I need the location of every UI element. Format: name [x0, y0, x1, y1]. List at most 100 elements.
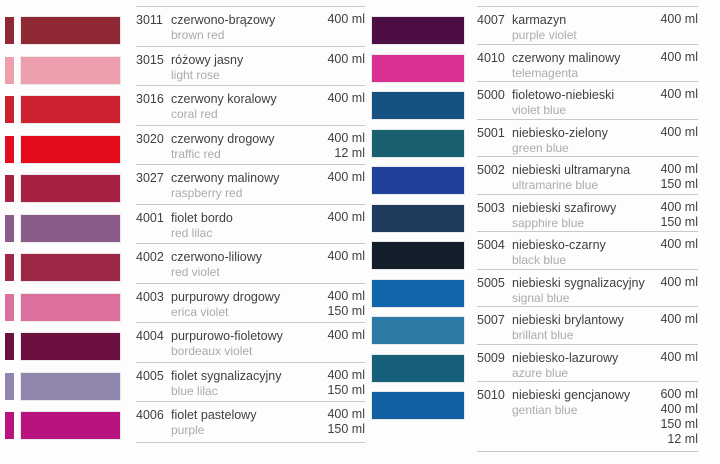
- color-swatch: [372, 354, 464, 382]
- color-row-text: 5005 niebieski sygnalizacyjny signal blue…: [477, 268, 698, 306]
- color-spine-swatch: [5, 214, 14, 242]
- color-name-pl: karmazyn: [512, 13, 567, 27]
- color-spine-swatch: [5, 372, 14, 400]
- color-name-pl: purpurowo-fioletowy: [171, 329, 283, 343]
- volume-value: 150 ml: [660, 417, 698, 431]
- color-name-pl: fiolet pastelowy: [171, 408, 257, 422]
- volume-value: 150 ml: [327, 422, 365, 436]
- color-code: 5005: [477, 275, 505, 290]
- volume-value: 400 ml: [327, 91, 365, 105]
- color-info: 5004 niebiesko-czarny black blue: [477, 237, 606, 268]
- color-info: 4005 fiolet sygnalizacyjny blue lilac: [136, 368, 281, 399]
- color-name-en: purple violet: [512, 28, 577, 42]
- color-row-text: 5002 niebieski ultramaryna ultramarine bl…: [477, 156, 698, 193]
- color-name-pl: fiolet sygnalizacyjny: [171, 368, 282, 383]
- color-row: 3011 czerwono-brązowy brown red 400 ml: [0, 6, 369, 46]
- color-name-en: brown red: [171, 28, 225, 42]
- color-name-pl: czerwono-brązowy: [171, 13, 276, 27]
- color-code: 5009: [477, 350, 505, 365]
- color-swatch: [372, 392, 464, 419]
- color-info: 5001 niebiesko-zielony green blue: [477, 125, 608, 156]
- color-row: 4005 fiolet sygnalizacyjny blue lilac 400…: [0, 361, 369, 402]
- volume-value: 400 ml: [327, 209, 365, 224]
- color-row: 3015 różowy jasny light rose 400 ml: [0, 45, 369, 86]
- chart-column-right: 4007 karmazyn purple violet 400 ml 4010 cz…: [372, 0, 712, 452]
- color-code: 3011: [136, 13, 163, 27]
- color-row-text: 4001 fiolet bordo red lilac 400 ml: [136, 203, 365, 241]
- color-name-pl: czerwony drogowy: [171, 131, 275, 146]
- volume-value: 400 ml: [660, 199, 698, 214]
- color-info: 4003 purpurowy drogowy erica violet: [136, 289, 280, 320]
- color-code: 4006: [136, 408, 164, 422]
- volume-list: 600 ml 400 ml 150 ml 12 ml: [660, 387, 698, 447]
- color-code: 3027: [136, 171, 164, 185]
- volume-list: 400 ml 150 ml: [660, 162, 698, 192]
- color-info: 3016 czerwony koralowy coral red: [136, 91, 277, 122]
- color-spine-swatch: [5, 175, 14, 202]
- color-swatch: [21, 333, 120, 360]
- color-swatch: [372, 317, 464, 344]
- color-row: 4001 fiolet bordo red lilac 400 ml: [0, 203, 369, 244]
- color-info: 3020 czerwony drogowy traffic red: [136, 131, 275, 162]
- color-spine-swatch: [5, 412, 14, 439]
- color-spine-swatch: [5, 17, 14, 44]
- color-row: 5009 niebiesko-lazurowy azure blue 400 ml: [372, 343, 712, 382]
- color-code: 3015: [136, 52, 164, 67]
- color-code: 4003: [136, 289, 164, 304]
- color-info: 5000 fioletowo-niebieski violet blue: [477, 87, 614, 118]
- color-swatch: [372, 242, 464, 269]
- color-name-en: blue lilac: [171, 383, 218, 398]
- volume-list: 400 ml: [660, 237, 698, 252]
- color-spine-swatch: [5, 333, 14, 360]
- color-row-text: 3011 czerwono-brązowy brown red 400 ml: [136, 6, 365, 43]
- color-name-en: violet blue: [512, 103, 567, 117]
- color-row-text: 3027 czerwony malinowy raspberry red 400 …: [136, 164, 365, 201]
- color-info: 5007 niebieski brylantowy brillant blue: [477, 312, 624, 343]
- color-swatch: [21, 56, 120, 84]
- color-row: 5002 niebieski ultramaryna ultramarine bl…: [372, 156, 712, 194]
- color-row-text: 5010 niebieski gencjanowy gentian blue 60…: [477, 381, 698, 452]
- color-row-text: 3020 czerwony drogowy traffic red 400 ml 1…: [136, 124, 365, 162]
- color-name-pl: niebieski sygnalizacyjny: [512, 275, 645, 290]
- volume-list: 400 ml: [327, 170, 365, 185]
- color-info: 4010 czerwony malinowy telemagenta: [477, 50, 620, 81]
- color-row-text: 4005 fiolet sygnalizacyjny blue lilac 400…: [136, 361, 365, 399]
- color-code: 3020: [136, 131, 164, 146]
- color-name-pl: niebiesko-zielony: [512, 125, 608, 140]
- color-info: 3011 czerwono-brązowy brown red: [136, 12, 275, 43]
- volume-list: 400 ml: [660, 50, 698, 65]
- color-info: 4006 fiolet pastelowy purple: [136, 407, 256, 438]
- volume-list: 400 ml: [327, 52, 365, 67]
- color-name-en: signal blue: [512, 290, 570, 305]
- volume-list: 400 ml 150 ml: [327, 368, 365, 398]
- color-spine-swatch: [5, 96, 14, 123]
- volume-value: 400 ml: [327, 407, 365, 421]
- color-name-en: purple: [171, 423, 205, 437]
- color-row-text: 4007 karmazyn purple violet 400 ml: [477, 6, 698, 43]
- volume-value: 400 ml: [660, 274, 698, 289]
- color-info: 4004 purpurowo-fioletowy bordeaux violet: [136, 328, 283, 359]
- color-name-pl: niebieski gencjanowy: [512, 388, 631, 402]
- color-row: 4004 purpurowo-fioletowy bordeaux violet …: [0, 322, 369, 362]
- color-row-text: 4010 czerwony malinowy telemagenta 400 ml: [477, 43, 698, 81]
- volume-list: 400 ml 150 ml: [327, 289, 365, 319]
- color-code: 3016: [136, 92, 164, 106]
- volume-list: 400 ml 12 ml: [327, 131, 365, 161]
- volume-list: 400 ml: [327, 249, 365, 264]
- color-name-pl: niebieski szafirowy: [512, 200, 617, 215]
- color-row: 4010 czerwony malinowy telemagenta 400 ml: [372, 43, 712, 82]
- color-code: 4010: [477, 50, 505, 65]
- color-swatch: [372, 279, 464, 307]
- volume-list: 400 ml: [327, 328, 365, 343]
- color-row-text: 3016 czerwony koralowy coral red 400 ml: [136, 85, 365, 122]
- color-code: 5002: [477, 163, 505, 177]
- color-name-en: black blue: [512, 253, 567, 267]
- color-spine-swatch: [5, 254, 14, 281]
- volume-list: 400 ml: [660, 12, 698, 27]
- volume-value: 400 ml: [327, 328, 365, 342]
- color-row: 5003 niebieski szafirowy sapphire blue 40…: [372, 193, 712, 232]
- color-swatch: [372, 54, 464, 82]
- volume-list: 400 ml 150 ml: [327, 407, 365, 437]
- color-row: 5010 niebieski gencjanowy gentian blue 60…: [372, 381, 712, 452]
